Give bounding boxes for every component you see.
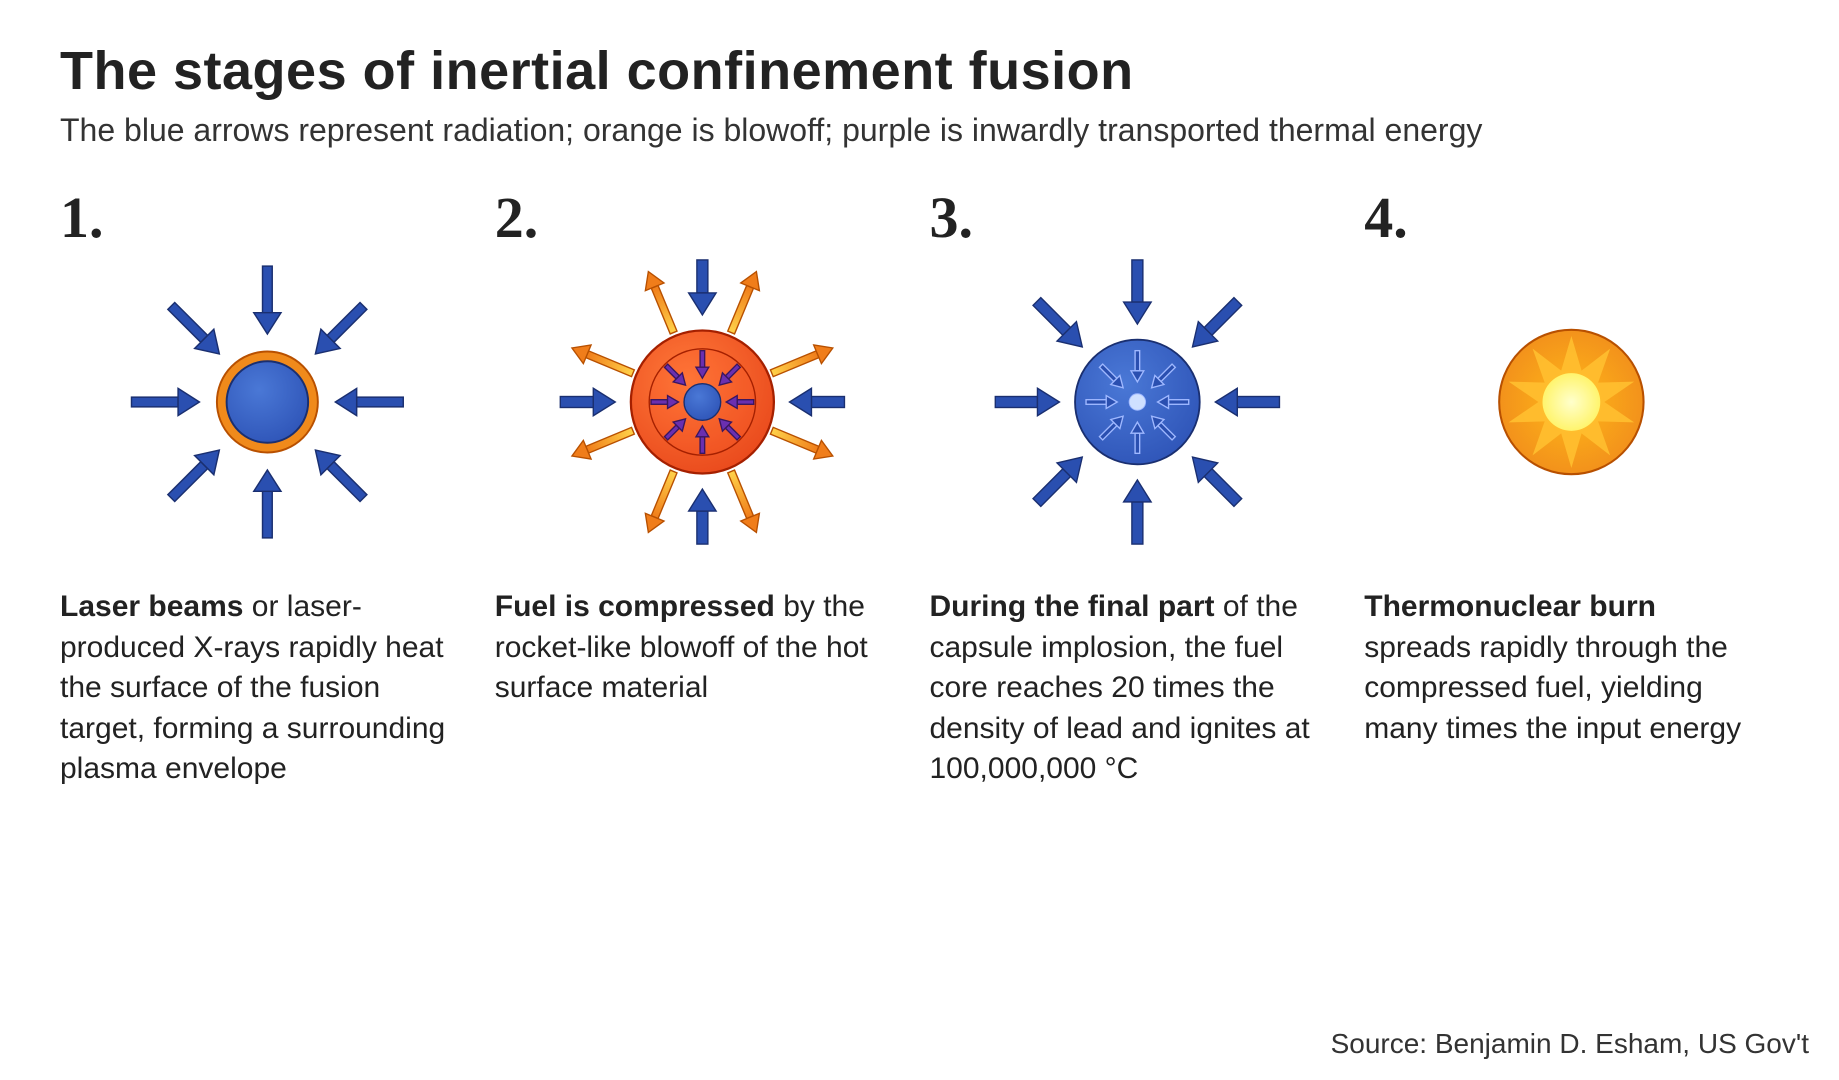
stages-row: 1.Laser beams or laser-produced X-rays r… bbox=[60, 189, 1779, 790]
stage-description-lead: During the final part bbox=[930, 590, 1215, 623]
page-root: The stages of inertial confinement fusio… bbox=[0, 0, 1839, 1080]
stage2-icon bbox=[495, 237, 910, 567]
stage-description-lead: Fuel is compressed bbox=[495, 590, 775, 623]
page-subtitle: The blue arrows represent radiation; ora… bbox=[60, 112, 1779, 149]
stage-description: Laser beams or laser-produced X-rays rap… bbox=[60, 587, 475, 790]
stage-2: 2.Fuel is compressed by the rocket-like … bbox=[495, 189, 910, 790]
stage-description-rest: spreads rapidly through the com­pressed … bbox=[1364, 631, 1741, 745]
stage-1: 1.Laser beams or laser-produced X-rays r… bbox=[60, 189, 475, 790]
stage1-icon bbox=[60, 237, 475, 567]
stage-diagram bbox=[1364, 237, 1779, 567]
source-credit: Source: Benjamin D. Esham, US Gov't bbox=[1331, 1028, 1809, 1060]
stage-description: During the final part of the capsule imp… bbox=[930, 587, 1345, 790]
stage4-icon bbox=[1364, 237, 1779, 567]
stage-description: Thermonuclear burn spreads rapidly throu… bbox=[1364, 587, 1779, 749]
stage-description-lead: Laser beams bbox=[60, 590, 243, 623]
stage-diagram bbox=[60, 237, 475, 567]
stage-diagram bbox=[930, 237, 1345, 567]
stage-4: 4.Thermonuclear burn spreads rapidly thr… bbox=[1364, 189, 1779, 790]
page-title: The stages of inertial confinement fusio… bbox=[60, 40, 1779, 102]
stage-description: Fuel is compressed by the rocket-like bl… bbox=[495, 587, 910, 709]
stage-3: 3.During the final part of the capsule i… bbox=[930, 189, 1345, 790]
stage3-icon bbox=[930, 237, 1345, 567]
stage-description-lead: Thermonuclear burn bbox=[1364, 590, 1656, 623]
stage-diagram bbox=[495, 237, 910, 567]
